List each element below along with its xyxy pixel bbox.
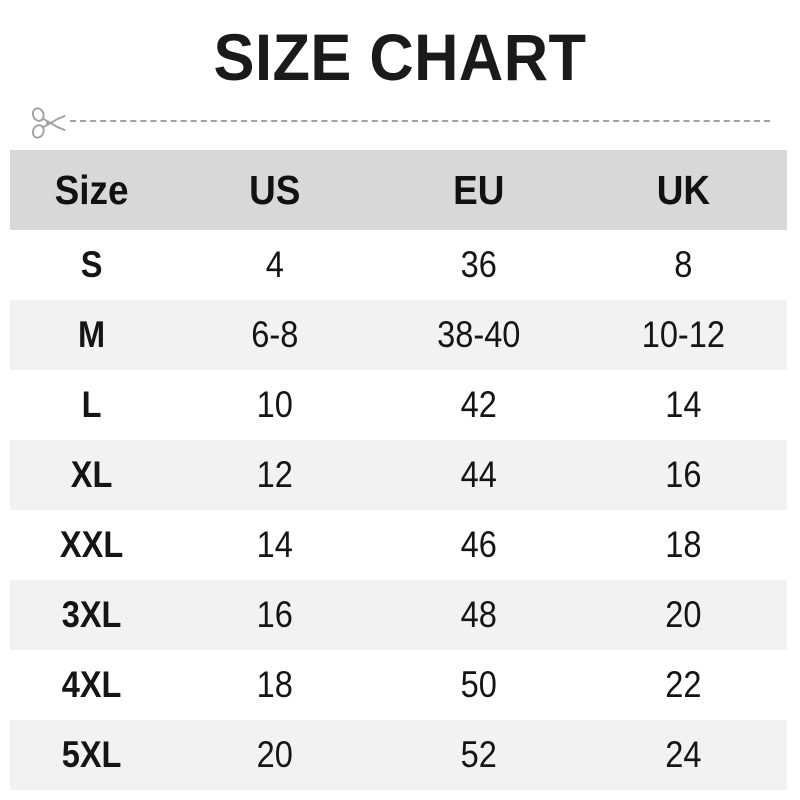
cell-eu: 44 — [460, 454, 497, 495]
cell-us: 12 — [256, 454, 294, 495]
cut-line — [0, 104, 800, 140]
cell-size: M — [78, 314, 106, 355]
column-header-us: US — [249, 167, 301, 213]
column-header-size: Size — [54, 167, 129, 213]
scissors-icon — [31, 107, 66, 139]
header-row: Size US EU UK — [10, 150, 787, 230]
table-row: M 6-8 38-40 10-12 — [10, 300, 787, 370]
table-row: XL 12 44 16 — [10, 440, 787, 510]
cell-size: 5XL — [61, 734, 122, 775]
cell-us: 10 — [256, 384, 294, 425]
table-row: S 4 36 8 — [10, 230, 787, 300]
cell-size: XXL — [59, 524, 124, 565]
cell-size: L — [81, 384, 102, 425]
cell-uk: 24 — [665, 734, 702, 775]
cell-uk: 20 — [665, 594, 702, 635]
cell-uk: 8 — [674, 244, 693, 285]
table-row: 5XL 20 52 24 — [10, 720, 787, 790]
cell-uk: 18 — [665, 524, 702, 565]
cell-size: 4XL — [61, 664, 122, 705]
cell-uk: 16 — [665, 454, 702, 495]
table-header: Size US EU UK — [10, 150, 787, 230]
cell-us: 4 — [265, 244, 284, 285]
table-row: 4XL 18 50 22 — [10, 650, 787, 720]
cell-size: 3XL — [61, 594, 122, 635]
column-header-uk: UK — [656, 167, 711, 213]
cell-us: 6-8 — [251, 314, 299, 355]
column-header-eu: EU — [452, 167, 505, 213]
table-row: 3XL 16 48 20 — [10, 580, 787, 650]
cell-eu: 48 — [460, 594, 497, 635]
cell-size: XL — [70, 454, 113, 495]
cell-eu: 52 — [460, 734, 497, 775]
cell-size: S — [80, 244, 103, 285]
table-row: XXL 14 46 18 — [10, 510, 787, 580]
page-title: SIZE CHART — [213, 20, 587, 94]
cell-uk: 22 — [665, 664, 702, 705]
cell-us: 20 — [256, 734, 294, 775]
table-body: S 4 36 8 M 6-8 38-40 10-12 L 10 42 14 XL… — [10, 230, 787, 790]
cell-eu: 50 — [460, 664, 497, 705]
cell-us: 14 — [256, 524, 294, 565]
cell-eu: 36 — [460, 244, 497, 285]
size-chart-table: Size US EU UK S 4 36 8 M 6-8 38-40 10-12… — [10, 150, 787, 790]
cell-uk: 10-12 — [641, 314, 726, 355]
cell-eu: 46 — [460, 524, 497, 565]
cell-eu: 42 — [460, 384, 497, 425]
cut-dashed-line — [70, 120, 770, 122]
cell-us: 16 — [256, 594, 294, 635]
cell-uk: 14 — [665, 384, 702, 425]
cell-eu: 38-40 — [436, 314, 521, 355]
table-row: L 10 42 14 — [10, 370, 787, 440]
cell-us: 18 — [256, 664, 294, 705]
